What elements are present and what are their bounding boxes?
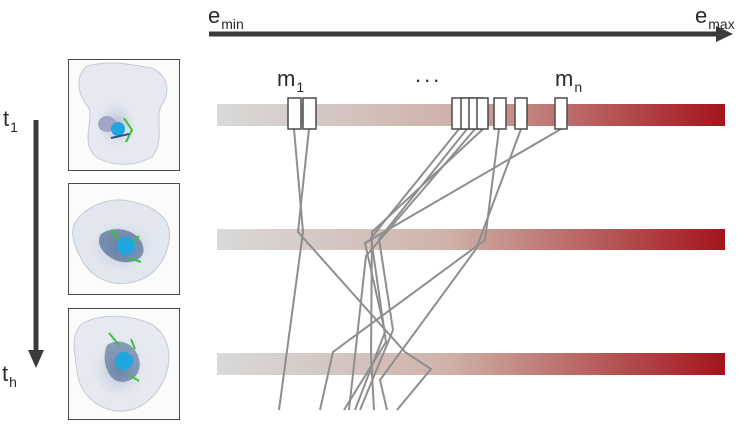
marker-label-last: mn <box>555 66 583 95</box>
snapshot-thumbnail-th <box>68 308 180 420</box>
marker-box <box>493 97 507 130</box>
marker-ellipsis: ... <box>415 62 443 87</box>
energy-bar-t2 <box>217 229 725 250</box>
snapshot-thumbnail-t2 <box>68 183 180 295</box>
trajectory-line <box>369 128 484 411</box>
trajectory-line <box>354 128 562 411</box>
marker-box <box>514 97 528 130</box>
marker-boxes <box>287 97 568 130</box>
energy-bar-th <box>217 353 725 375</box>
time-start-label: t1 <box>3 106 18 135</box>
molecule-structure-icon <box>78 62 168 165</box>
marker-box-m1 <box>287 97 302 130</box>
time-axis-arrow <box>28 120 44 368</box>
time-end-label: th <box>2 361 17 390</box>
trajectory-lines <box>278 128 562 411</box>
trajectory-line <box>343 128 460 411</box>
trajectory-line <box>278 128 305 411</box>
marker-box <box>476 97 489 130</box>
snapshot-thumbnail-t1 <box>68 59 180 171</box>
marker-box-mn <box>554 97 568 130</box>
molecule-structure-icon <box>73 315 170 412</box>
marker-label-first: m1 <box>277 66 305 95</box>
trajectory-line <box>319 128 500 411</box>
trajectory-line <box>296 128 433 411</box>
marker-box <box>302 97 317 130</box>
energy-axis-arrow <box>209 26 733 42</box>
trajectory-line <box>378 128 522 411</box>
energy-max-label: emax <box>695 3 735 32</box>
energy-min-label: emin <box>208 3 244 32</box>
molecule-structure-icon <box>72 199 171 284</box>
